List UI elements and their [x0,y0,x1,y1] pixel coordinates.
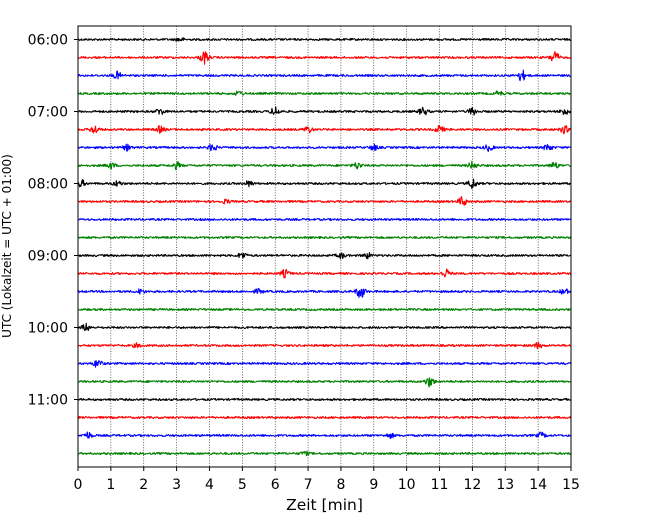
x-tick-label: 9 [369,477,378,493]
y-axis-title: UTC (Lokalzeit = UTC + 01:00) [0,154,14,338]
seismic-trace [77,106,572,116]
x-axis-ticks: 0 1 2 3 4 5 6 7 8 9 10 11 12 13 14 15 [74,467,580,493]
x-tick-label: 13 [496,477,514,493]
seismic-trace [77,124,572,135]
seismic-trace [77,431,572,440]
seismic-trace [77,69,572,82]
x-tick-label: 12 [463,477,481,493]
x-tick-label: 5 [238,477,247,493]
seismic-trace [77,235,572,240]
x-tick-label: 15 [562,477,580,493]
seismic-trace [77,37,572,42]
x-tick-label: 14 [529,477,547,493]
seismic-trace [77,178,572,190]
seismic-trace [77,377,572,388]
y-tick-label: 06:00 [28,33,68,49]
x-tick-label: 8 [336,477,345,493]
trace-group [77,37,572,457]
x-tick-label: 1 [106,477,115,493]
x-tick-label: 0 [74,477,83,493]
x-tick-label: 4 [205,477,214,493]
x-axis-title: Zeit [min] [286,496,363,514]
x-tick-label: 3 [172,477,181,493]
seismic-trace [77,50,572,65]
seismic-trace [77,360,572,368]
y-axis-ticks: 06:00 07:00 08:00 09:00 10:00 11:00 [28,33,78,409]
x-tick-label: 10 [398,477,416,493]
x-tick-label: 11 [431,477,449,493]
y-tick-label: 10:00 [28,321,68,337]
seismic-trace [77,341,572,350]
seismic-trace [77,450,572,457]
grid-lines [110,26,539,467]
seismic-trace [77,322,572,332]
y-tick-label: 07:00 [28,105,68,121]
seismic-trace [77,287,572,299]
seismic-trace [77,252,572,260]
seismic-trace [77,160,572,171]
seismic-trace [77,307,572,312]
x-tick-label: 7 [304,477,313,493]
seismic-trace [77,268,572,279]
seismic-trace [77,415,572,420]
seismic-trace [77,196,572,206]
x-tick-label: 2 [139,477,148,493]
x-tick-label: 6 [271,477,280,493]
seismic-trace [77,90,572,96]
y-tick-label: 11:00 [28,393,68,409]
seismic-trace [77,143,572,153]
y-tick-label: 09:00 [28,249,68,265]
y-tick-label: 08:00 [28,177,68,193]
seismic-trace [77,397,572,402]
seismic-trace [77,217,572,222]
axes-frame [77,25,572,468]
